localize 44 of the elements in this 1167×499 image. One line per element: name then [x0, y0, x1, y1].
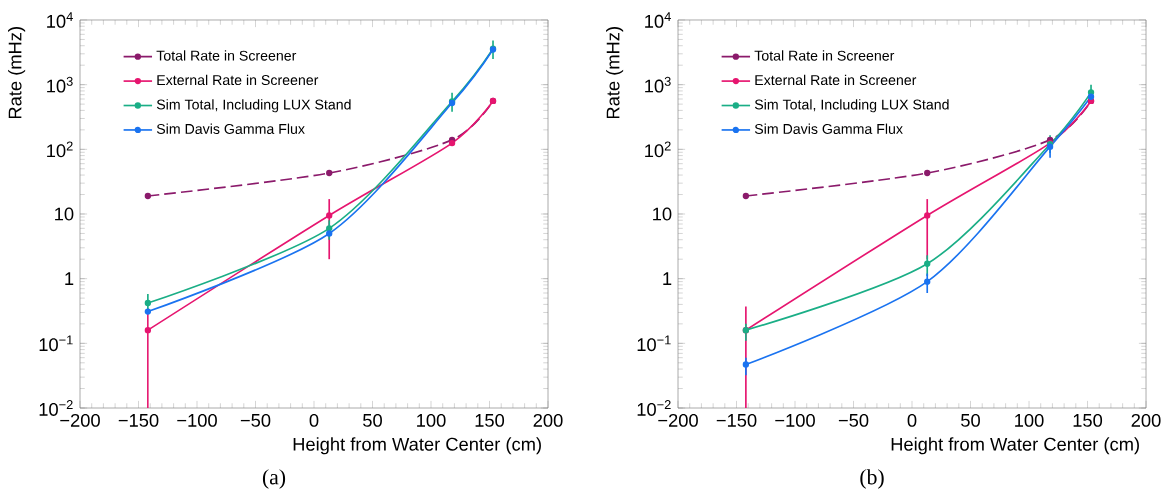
x-tick-label: 150 — [475, 413, 505, 427]
x-tick-label: 100 — [417, 413, 446, 427]
legend-label: External Rate in Screener — [755, 74, 917, 86]
x-tick-label: −200 — [60, 413, 100, 427]
legend-label: Sim Total, Including LUX Stand — [156, 99, 351, 113]
x-axis-title: Height from Water Center (cm) — [891, 437, 1139, 455]
x-tick-label: 150 — [1073, 413, 1103, 427]
x-tick-label: 200 — [1131, 413, 1161, 427]
text: (b) — [860, 469, 884, 489]
x-tick-label: 100 — [1015, 413, 1044, 427]
legend-label: Sim Davis Gamma Flux — [754, 123, 903, 134]
legend-label: Total Rate in Screener — [754, 50, 895, 61]
x-tick-label: 50 — [961, 413, 980, 427]
y-tick-label: 10$^{4}$ — [47, 12, 73, 28]
legend-label: Sim Total, Including LUX Stand — [754, 99, 949, 113]
y-tick-label: 10$^{3}$ — [645, 76, 671, 93]
x-tick-label: −50 — [838, 413, 869, 427]
y-tick-label: 10 — [653, 207, 672, 221]
x-tick-label: 0 — [309, 413, 319, 427]
x-tick-label: 50 — [363, 413, 382, 427]
x-tick-label: −150 — [716, 413, 757, 427]
y-tick-label: 1 — [65, 272, 74, 285]
legend-label: Total Rate in Screener — [156, 50, 297, 61]
y-axis-title: Rate (mHz) — [606, 27, 624, 119]
y-tick-label: 1 — [663, 272, 672, 285]
x-tick-label: 200 — [533, 413, 563, 427]
x-tick-label: −100 — [177, 413, 217, 427]
y-tick-label: 10$^{−1}$ — [39, 335, 73, 352]
y-tick-label: 10$^{3}$ — [47, 76, 73, 93]
x-axis-title: Height from Water Center (cm) — [293, 437, 541, 455]
y-axis-title: Rate (mHz) — [8, 27, 26, 119]
y-tick-label: 10 — [55, 207, 74, 221]
y-tick-label: 10$^{2}$ — [645, 141, 671, 158]
x-tick-label: −100 — [775, 413, 815, 427]
y-tick-label: 10$^{2}$ — [47, 141, 73, 158]
x-tick-label: −50 — [240, 413, 271, 427]
text: (a) — [262, 469, 286, 489]
legend-label: External Rate in Screener — [157, 74, 319, 86]
y-tick-label: 10$^{−1}$ — [637, 335, 671, 352]
x-tick-label: −200 — [658, 413, 698, 427]
y-tick-label: 10$^{4}$ — [645, 12, 671, 28]
x-tick-label: −150 — [118, 413, 159, 427]
x-tick-label: 0 — [907, 413, 917, 427]
legend-label: Sim Davis Gamma Flux — [156, 123, 305, 134]
